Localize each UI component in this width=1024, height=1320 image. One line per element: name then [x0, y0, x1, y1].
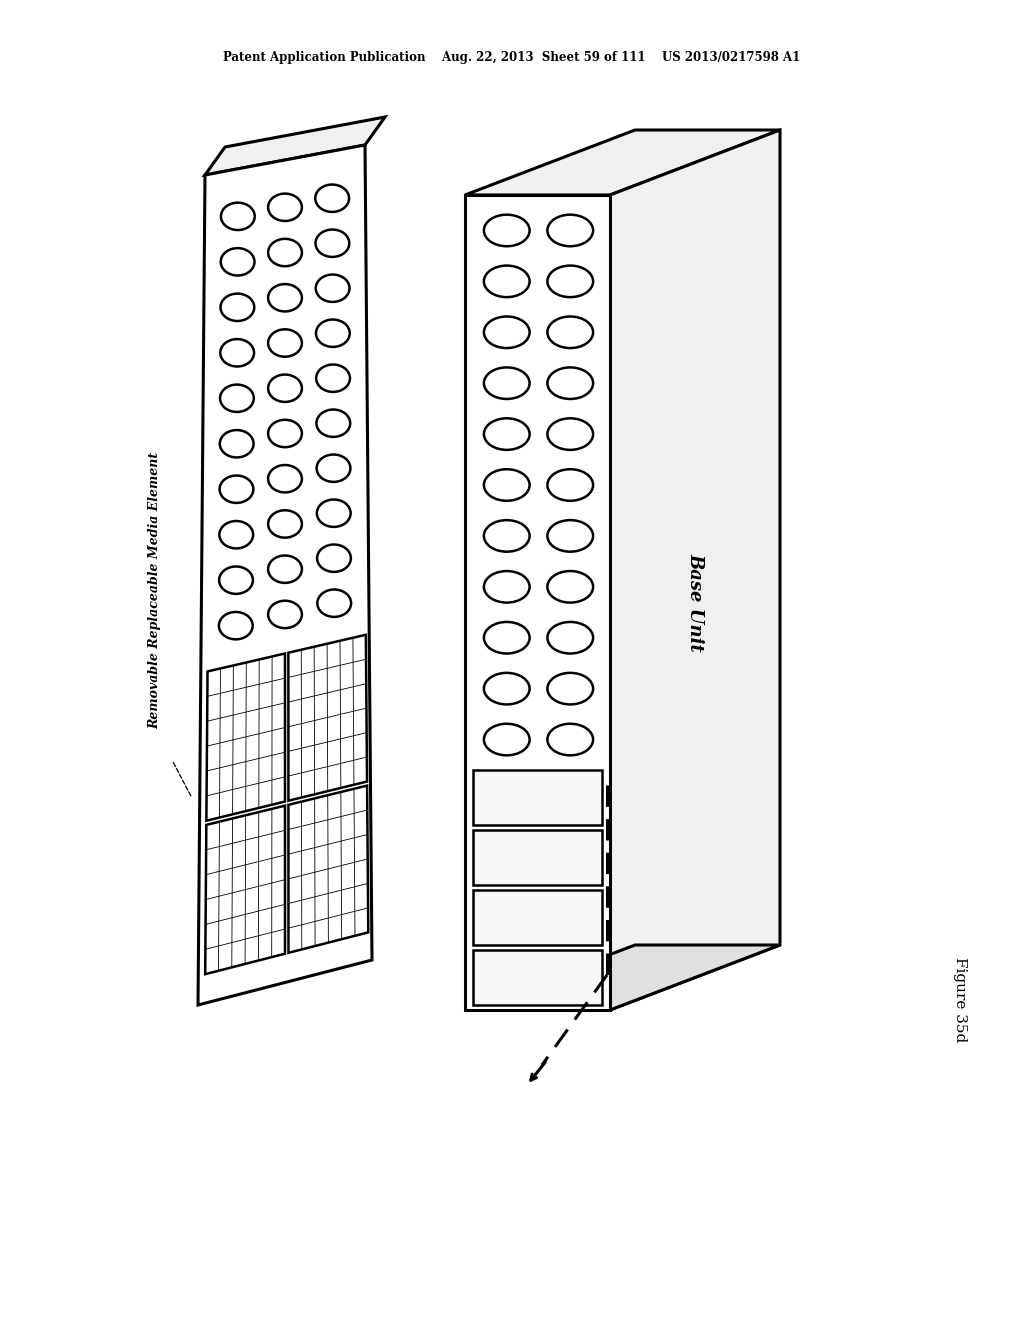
Polygon shape [465, 129, 780, 195]
Polygon shape [610, 129, 780, 1010]
Text: Removable Replaceable Media Element: Removable Replaceable Media Element [148, 451, 162, 729]
Bar [465, 195, 610, 1010]
Bar [473, 770, 602, 825]
Text: Base Unit: Base Unit [686, 553, 705, 652]
Bar [473, 830, 602, 884]
Polygon shape [205, 117, 385, 176]
Bar [473, 890, 602, 945]
Text: Patent Application Publication    Aug. 22, 2013  Sheet 59 of 111    US 2013/0217: Patent Application Publication Aug. 22, … [223, 51, 801, 65]
Polygon shape [465, 945, 780, 1010]
Polygon shape [198, 145, 372, 1005]
Text: Figure 35d: Figure 35d [953, 957, 967, 1043]
Bar [473, 950, 602, 1005]
